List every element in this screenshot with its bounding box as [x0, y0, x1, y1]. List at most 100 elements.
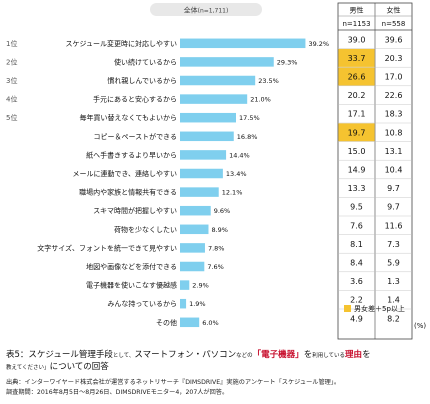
- chart: 全体(n=1,711) 男性 女性 n=1153 n=558 1位 スケジュール変…: [6, 2, 426, 340]
- male-value: 39.0: [348, 35, 366, 44]
- female-value: 7.3: [387, 240, 400, 249]
- highlight-cell: [338, 48, 375, 67]
- category-label: 文字サイズ、フォントを統一できて見やすい: [37, 243, 177, 252]
- caption-part1: ：スケジュール管理手段: [19, 350, 113, 360]
- female-value: 10.4: [385, 166, 403, 175]
- bar: [180, 75, 256, 86]
- female-value: 8.2: [387, 314, 400, 323]
- value-label: 14.4%: [229, 151, 250, 159]
- bar: [180, 280, 190, 290]
- category-label: 手元にあると安心するから: [93, 95, 177, 104]
- category-label: スケジュール変更時に対応しやすい: [66, 39, 177, 48]
- header-pill-label: 全体(n=1,711): [184, 6, 229, 15]
- male-value: 26.6: [348, 73, 366, 82]
- male-value: 13.3: [348, 184, 366, 193]
- bars-group: 1位 スケジュール変更時に対応しやすい 39.2% 2位 使い続けているから 29.3% 3…: [6, 38, 329, 328]
- bar: [180, 224, 209, 235]
- value-label: 17.5%: [239, 114, 260, 122]
- caption-part4: を: [303, 350, 313, 360]
- female-value: 13.1: [385, 147, 403, 156]
- table-header-male: 男性: [350, 6, 364, 15]
- caption-part3: の: [247, 353, 253, 359]
- legend-swatch: [344, 305, 351, 312]
- bar: [180, 298, 187, 309]
- category-label: 紙へ手書きするより早いから: [86, 150, 177, 159]
- category-label: メールに連動でき、連絡しやすい: [73, 169, 177, 178]
- value-label: 39.2%: [308, 40, 329, 48]
- rank-label: 5位: [6, 113, 17, 122]
- value-label: 13.4%: [226, 170, 247, 178]
- caption-reason: 理由: [345, 350, 363, 360]
- female-value: 20.3: [385, 54, 403, 63]
- category-label: みんな持っているから: [107, 299, 177, 308]
- table-header-female: 女性: [387, 6, 401, 15]
- table-group: 39.0 39.6 33.7 20.3 26.6 17.0 20.2 22.6 17.1 18.3…: [338, 35, 412, 323]
- bar: [180, 57, 274, 67]
- female-value: 1.4: [387, 296, 400, 305]
- bar: [180, 38, 306, 49]
- male-value: 15.0: [348, 147, 366, 156]
- female-value: 9.7: [387, 184, 400, 193]
- value-label: 7.8%: [208, 244, 225, 252]
- male-value: 8.1: [350, 240, 363, 249]
- highlight-cell: [338, 67, 375, 86]
- male-value: 4.9: [350, 314, 363, 323]
- female-value: 5.9: [387, 259, 400, 268]
- rank-label: 1位: [6, 39, 17, 48]
- source-note: 出典：インターワイヤード株式会社が運営するネットリサーチ『DIMSDRIVE』実…: [6, 378, 428, 398]
- category-label: コピー＆ペーストができる: [93, 132, 177, 141]
- category-label: スキマ時間が把握しやすい: [93, 206, 177, 215]
- header-pill: [150, 3, 262, 16]
- bar: [180, 168, 223, 179]
- category-label: その他: [156, 318, 177, 327]
- male-value: 19.7: [348, 128, 366, 137]
- rank-label: 2位: [6, 57, 17, 66]
- male-value: 20.2: [348, 91, 366, 100]
- rank-label: 4位: [6, 95, 17, 104]
- value-label: 8.9%: [211, 226, 228, 234]
- female-value: 9.7: [387, 203, 400, 212]
- bar: [180, 261, 205, 272]
- caption: 表5：スケジュール管理手段として、スマートフォン・パソコンなどの「電子機器」を利…: [6, 350, 426, 374]
- category-label: 地図や画像などを添付できる: [86, 262, 177, 271]
- category-label: 使い続けているから: [114, 57, 177, 66]
- caption-part2: スマートフォン・パソコン: [134, 350, 237, 360]
- male-value: 3.6: [350, 277, 363, 286]
- male-value: 9.5: [350, 203, 363, 212]
- category-label: 毎年買い替えなくてもよいから: [80, 113, 177, 122]
- female-value: 10.8: [385, 128, 403, 137]
- value-label: 16.8%: [237, 133, 258, 141]
- legend-label: 男女差＋5p以上: [354, 304, 405, 313]
- value-label: 29.3%: [277, 58, 298, 66]
- table-n-female: n=558: [382, 20, 406, 28]
- caption-prefix: 表5: [6, 350, 20, 360]
- caption-small2: など: [236, 353, 248, 359]
- value-label: 21.0%: [250, 96, 271, 104]
- caption-part7: を: [362, 350, 371, 360]
- source-line1: 出典：インターワイヤード株式会社が運営するネットリサーチ『DIMSDRIVE』実…: [6, 379, 341, 386]
- male-value: 8.4: [350, 259, 363, 268]
- value-label: 23.5%: [258, 77, 279, 85]
- male-value: 7.6: [350, 221, 363, 230]
- male-value: 17.1: [348, 110, 366, 119]
- value-label: 7.6%: [207, 263, 224, 271]
- value-label: 12.1%: [222, 189, 243, 197]
- value-label: 1.9%: [189, 300, 206, 308]
- caption-small3: 教えてください」: [6, 365, 50, 371]
- male-value: 2.2: [350, 296, 363, 305]
- category-label: 慣れ親しんでいるから: [107, 76, 177, 85]
- category-label: 職場内や家族と情報共有できる: [79, 188, 177, 197]
- table-n-male: n=1153: [342, 20, 370, 28]
- source-line2: 調査期間：2016年8月5日～8月26日、DIMSDRIVEモニター4，207人…: [6, 389, 229, 396]
- unit-label: (%): [414, 322, 426, 330]
- category-label: 電子機器を使いこなす優越感: [86, 281, 177, 290]
- bar: [180, 131, 234, 142]
- female-value: 1.3: [387, 277, 400, 286]
- female-value: 11.6: [385, 221, 403, 230]
- caption-part8: についての回答: [49, 362, 109, 372]
- bar: [180, 187, 219, 197]
- highlight-cell: [338, 123, 375, 142]
- male-value: 33.7: [348, 54, 366, 63]
- bar: [180, 243, 205, 253]
- caption-highlight: 「電子機器」: [252, 350, 304, 360]
